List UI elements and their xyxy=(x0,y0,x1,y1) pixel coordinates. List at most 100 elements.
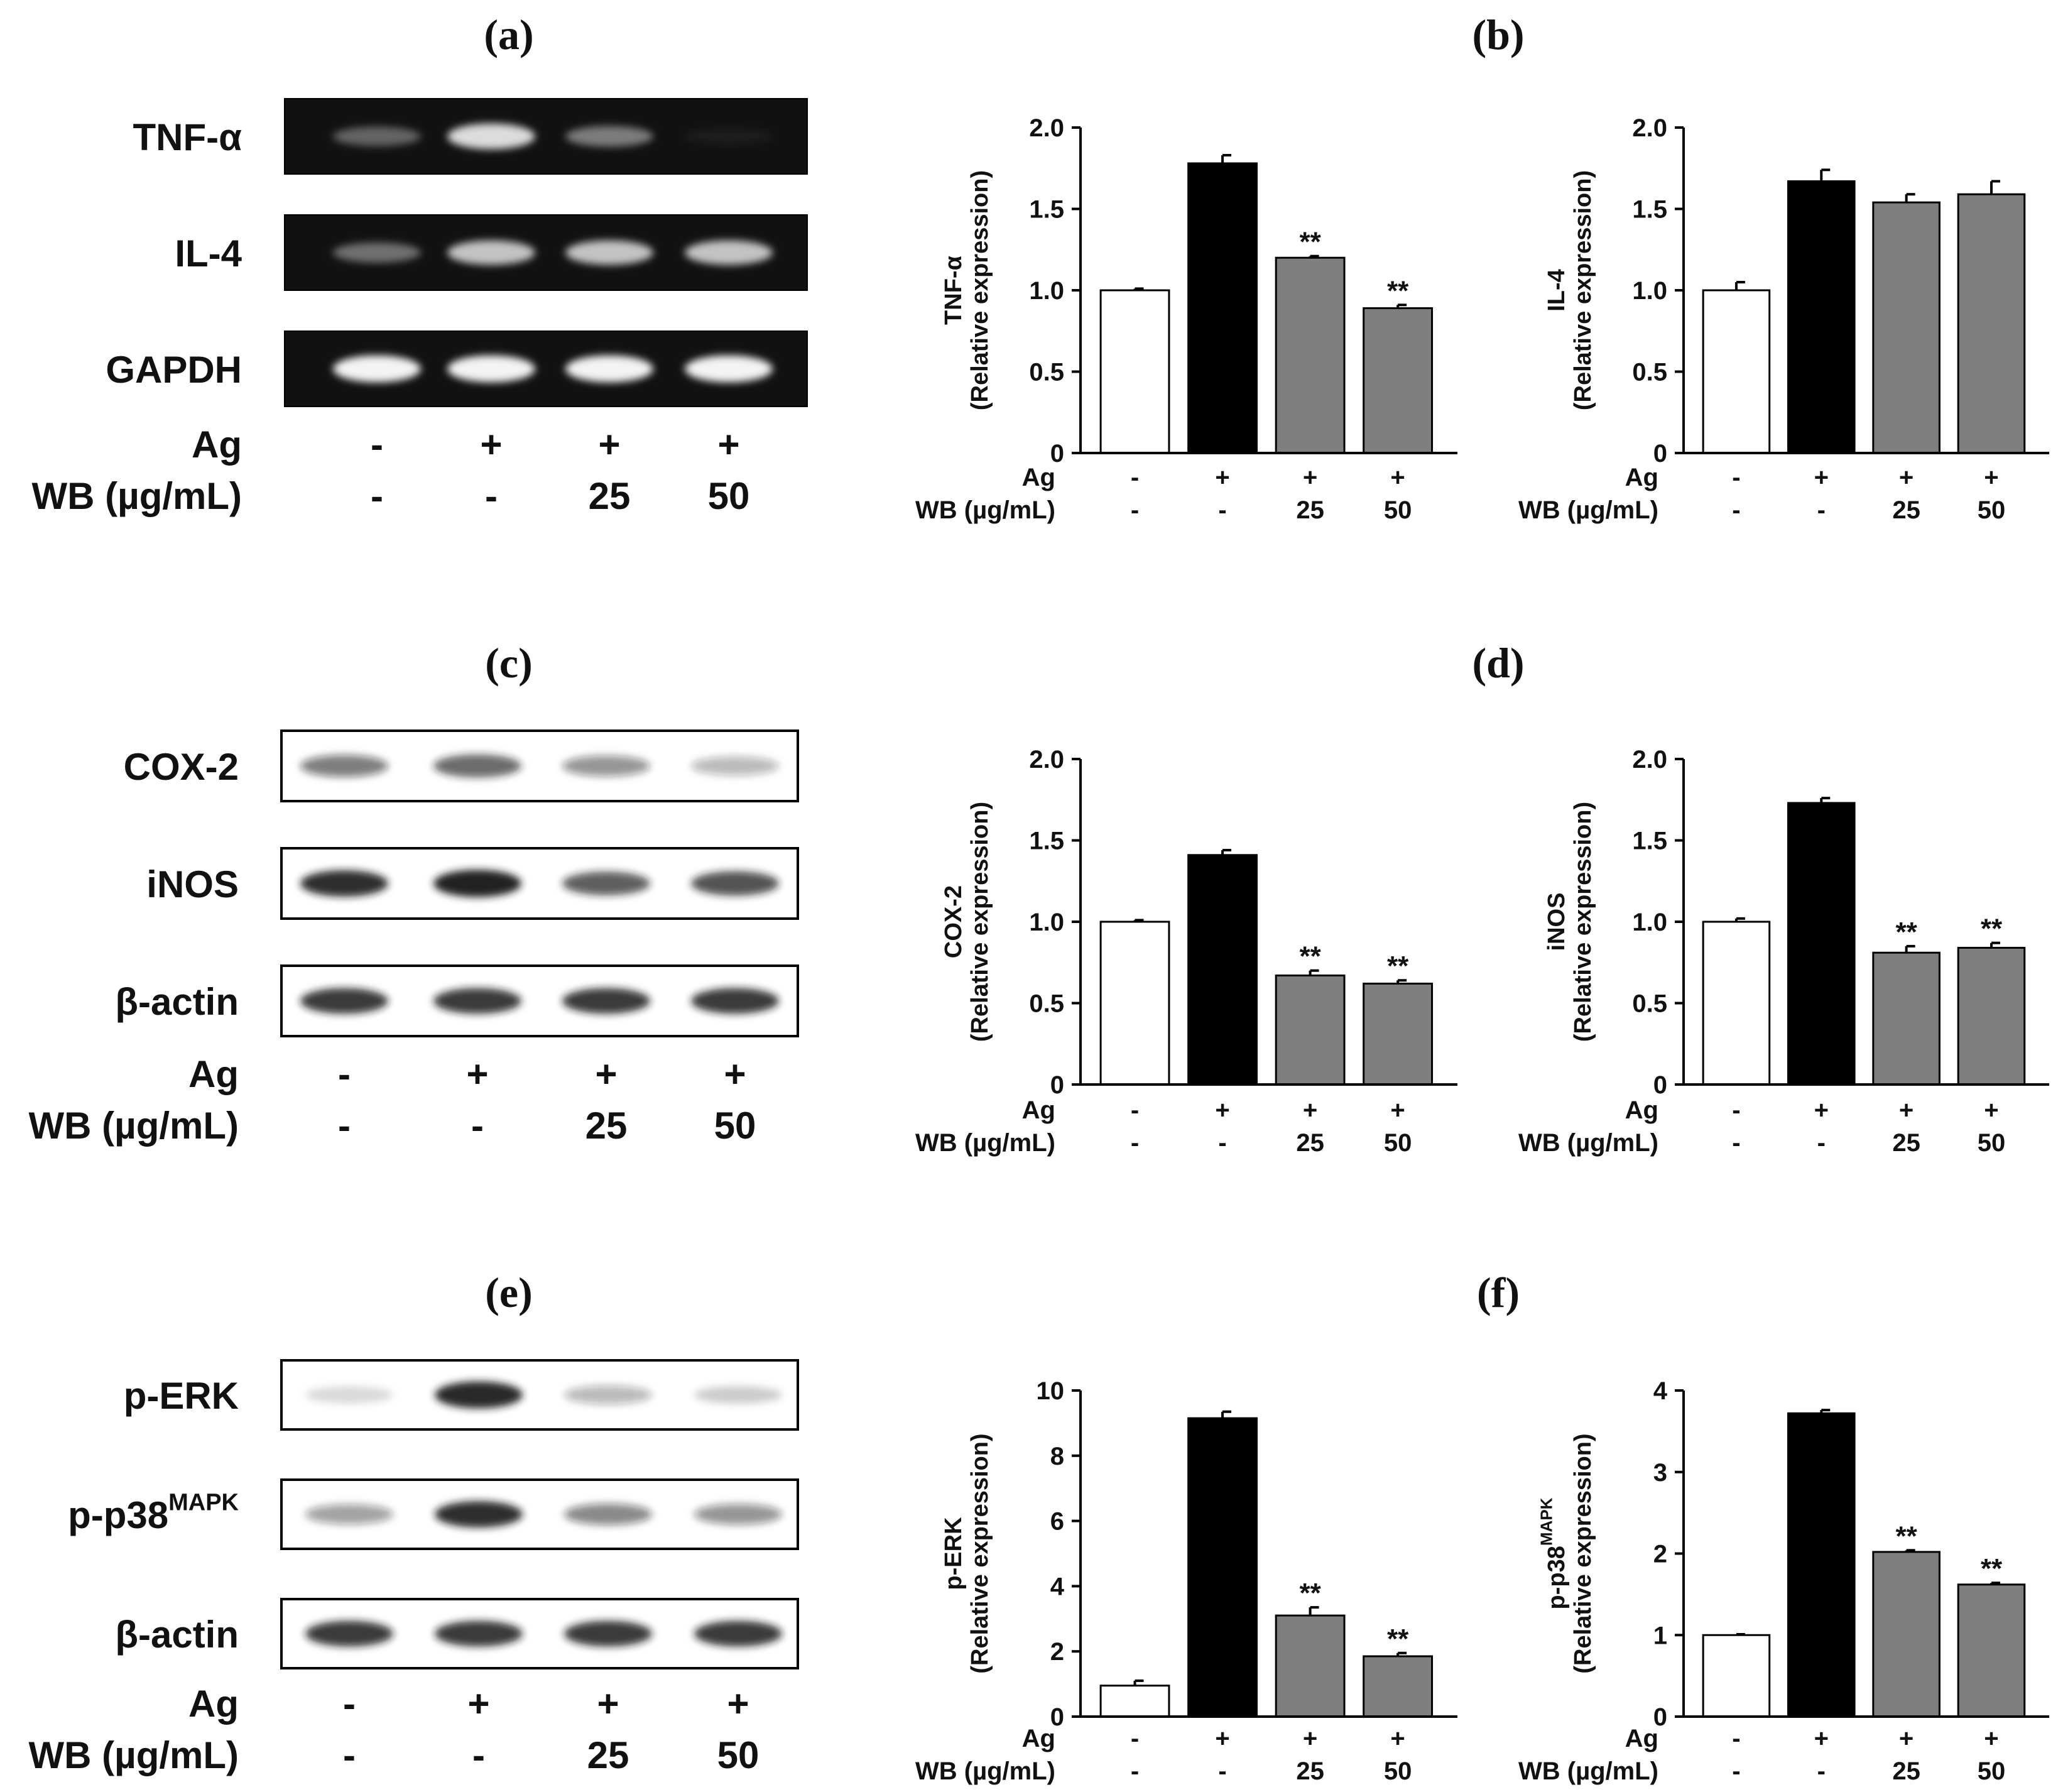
y-axis-label: IL-4 xyxy=(1544,269,1570,312)
y-tick-label: 0.5 xyxy=(1029,359,1064,386)
blot-band xyxy=(685,240,773,265)
y-tick-label: 1.0 xyxy=(1029,277,1064,305)
y-axis-label-units: (Relative expression) xyxy=(967,170,993,410)
y-tick-label: 0 xyxy=(1050,440,1064,467)
bar xyxy=(1872,951,1941,1086)
y-tick-label: 2.0 xyxy=(1632,746,1667,773)
ag-condition-label: + xyxy=(724,1053,746,1095)
bar xyxy=(1787,1412,1856,1718)
blot-band xyxy=(435,1381,523,1409)
blot-row-label: COX-2 xyxy=(124,746,239,788)
ag-label: Ag xyxy=(188,1053,239,1095)
blot-panel-3: (e) p-ERK p-p38MAPK β-actin Ag WB (µg/mL) - - + -… xyxy=(29,1269,799,1776)
wb-label: WB (µg/mL) xyxy=(1518,1129,1658,1157)
bar-chart-6: (f) ** ** 0 1 2 3 4 p-p38MAPK (Relative expressio… xyxy=(1477,1269,2049,1785)
blot-band xyxy=(694,1504,782,1525)
bar xyxy=(1187,162,1258,454)
y-tick-label: 3 xyxy=(1653,1459,1667,1487)
x-tick-label-ag: - xyxy=(1732,1096,1740,1124)
y-tick-label: 0 xyxy=(1050,1071,1064,1099)
y-tick-label: 0.5 xyxy=(1632,359,1667,386)
y-tick-label: 1.5 xyxy=(1632,828,1667,855)
blot-band xyxy=(562,871,650,895)
bar-chart-5: ** ** 0 2 4 6 8 10 p-ERK (Relative expression) Ag W… xyxy=(915,1377,1457,1785)
ag-label: Ag xyxy=(1625,1096,1658,1124)
significance-label: ** xyxy=(1981,914,2003,944)
ag-condition-label: - xyxy=(343,1683,356,1725)
y-axis-label-units: (Relative expression) xyxy=(1570,1433,1596,1673)
blot-row: IL-4 xyxy=(175,214,808,291)
x-tick-label-wb: - xyxy=(1817,1757,1826,1785)
bar xyxy=(1957,193,2026,454)
x-tick-label-wb: - xyxy=(1817,496,1826,524)
blot-row-label: β-actin xyxy=(115,1614,239,1656)
x-tick-label-wb: 25 xyxy=(1296,1757,1324,1785)
bar-chart-1: ** ** 0 0.5 1.0 1.5 2.0 TNF-α (Relative expressi… xyxy=(915,114,1457,524)
y-axis-label-units: (Relative expression) xyxy=(1570,802,1596,1042)
x-tick-label-wb: - xyxy=(1732,1129,1740,1157)
blot-row-label: iNOS xyxy=(146,863,239,905)
wb-condition-label: 25 xyxy=(589,475,631,517)
blot-row: TNF-α xyxy=(133,98,808,175)
ag-label: Ag xyxy=(188,1683,239,1725)
y-axis-label: COX-2 xyxy=(940,885,967,958)
x-tick-label-ag: + xyxy=(1303,1725,1317,1752)
blot-row-label: GAPDH xyxy=(106,349,242,391)
y-tick-label: 0 xyxy=(1653,1071,1667,1099)
wb-label: WB (µg/mL) xyxy=(1518,496,1658,524)
blot-row: iNOS xyxy=(146,847,799,920)
ag-condition-label: + xyxy=(597,1683,619,1725)
bar xyxy=(1787,802,1856,1086)
blot-band xyxy=(433,988,521,1014)
y-tick-label: 8 xyxy=(1050,1443,1064,1470)
ag-condition-label: + xyxy=(466,1053,488,1095)
y-tick-label: 0 xyxy=(1653,440,1667,467)
blot-band xyxy=(565,126,653,147)
x-tick-label-wb: - xyxy=(1817,1129,1826,1157)
blot-row: p-ERK xyxy=(124,1359,799,1431)
blot-band xyxy=(562,988,650,1014)
y-axis-label: TNF-α xyxy=(940,256,967,325)
x-tick-label-ag: - xyxy=(1131,1096,1139,1124)
x-tick-label-wb: 50 xyxy=(1384,1757,1412,1785)
x-tick-label-ag: + xyxy=(1899,1725,1914,1752)
y-tick-label: 0 xyxy=(1050,1703,1064,1731)
blot-row: p-p38MAPK xyxy=(68,1478,799,1550)
ag-condition-label: + xyxy=(595,1053,617,1095)
bar xyxy=(1957,946,2026,1086)
blot-panel-1: (a) TNF-α IL-4 GAPDH Ag WB (µg/mL) - - + - +25 +50 xyxy=(32,11,808,517)
y-tick-label: 6 xyxy=(1050,1508,1064,1536)
x-tick-label-wb: - xyxy=(1218,1757,1226,1785)
blot-band xyxy=(685,355,773,383)
wb-condition-label: 50 xyxy=(717,1734,760,1776)
y-tick-label: 1.0 xyxy=(1029,909,1064,936)
ag-label: Ag xyxy=(1625,1725,1658,1752)
wb-label: WB (µg/mL) xyxy=(32,475,242,517)
blot-band xyxy=(685,128,773,145)
x-tick-label-ag: + xyxy=(1899,464,1914,491)
bar xyxy=(1187,1417,1258,1718)
bar xyxy=(1872,201,1941,454)
blot-row-label: β-actin xyxy=(115,981,239,1023)
x-tick-label-ag: + xyxy=(1215,1096,1229,1124)
panel-letter: (a) xyxy=(484,11,533,58)
bar xyxy=(1787,180,1856,454)
x-tick-label-wb: - xyxy=(1131,1129,1139,1157)
panel-letter: (e) xyxy=(485,1269,532,1316)
significance-label: ** xyxy=(1387,951,1409,981)
y-tick-label: 1.5 xyxy=(1029,196,1064,224)
bar xyxy=(1275,256,1346,454)
blot-row: GAPDH xyxy=(106,331,808,407)
blot-band xyxy=(433,754,521,778)
ag-label: Ag xyxy=(1022,464,1055,491)
blot-band xyxy=(300,988,388,1014)
y-tick-label: 4 xyxy=(1653,1377,1668,1405)
y-tick-label: 1.0 xyxy=(1632,909,1667,936)
blot-row: β-actin xyxy=(115,1598,799,1669)
y-tick-label: 2.0 xyxy=(1029,746,1064,773)
x-tick-label-wb: - xyxy=(1131,1757,1139,1785)
x-tick-label-wb: - xyxy=(1732,1757,1740,1785)
wb-label: WB (µg/mL) xyxy=(1518,1757,1658,1785)
ag-condition-label: - xyxy=(338,1053,351,1095)
